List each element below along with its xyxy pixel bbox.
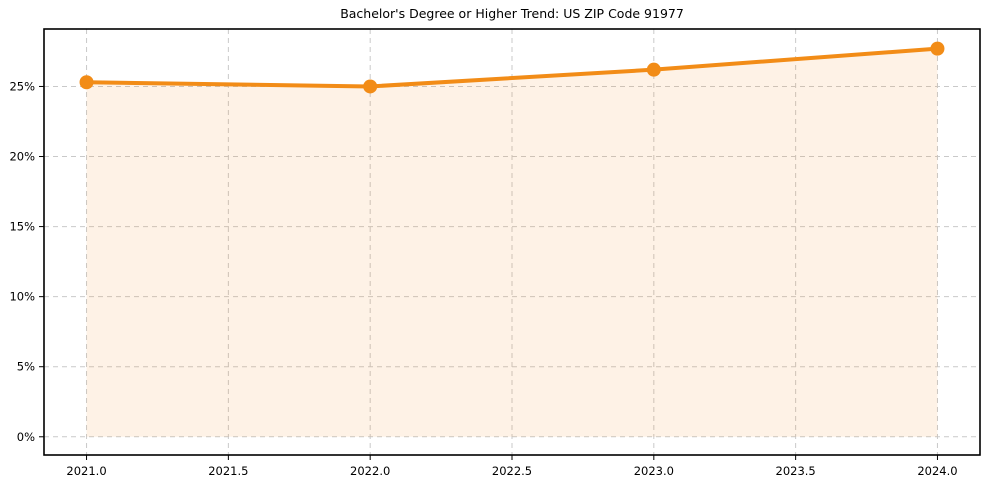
y-tick-label: 0% xyxy=(17,430,35,444)
y-tick-label: 15% xyxy=(9,220,35,234)
y-tick-label: 5% xyxy=(17,360,35,374)
x-tick-label: 2021.5 xyxy=(208,464,248,478)
area-fill xyxy=(86,48,938,437)
trend-line xyxy=(84,46,940,89)
y-tick-label: 10% xyxy=(9,290,35,304)
plot-border xyxy=(43,28,981,456)
x-tick-label: 2022.5 xyxy=(492,464,532,478)
x-tick-label: 2022.0 xyxy=(350,464,390,478)
data-point-marker xyxy=(646,62,661,77)
data-point-marker xyxy=(930,41,945,56)
x-tick-label: 2021.0 xyxy=(66,464,106,478)
y-tick-label: 25% xyxy=(9,79,35,93)
data-point-marker xyxy=(363,79,378,94)
x-tick-label: 2023.5 xyxy=(776,464,816,478)
x-tick-label: 2023.0 xyxy=(634,464,674,478)
y-tick-label: 20% xyxy=(9,150,35,164)
chart-title: Bachelor's Degree or Higher Trend: US ZI… xyxy=(340,6,684,21)
x-tick-label: 2024.0 xyxy=(917,464,957,478)
data-point-marker xyxy=(79,75,94,90)
